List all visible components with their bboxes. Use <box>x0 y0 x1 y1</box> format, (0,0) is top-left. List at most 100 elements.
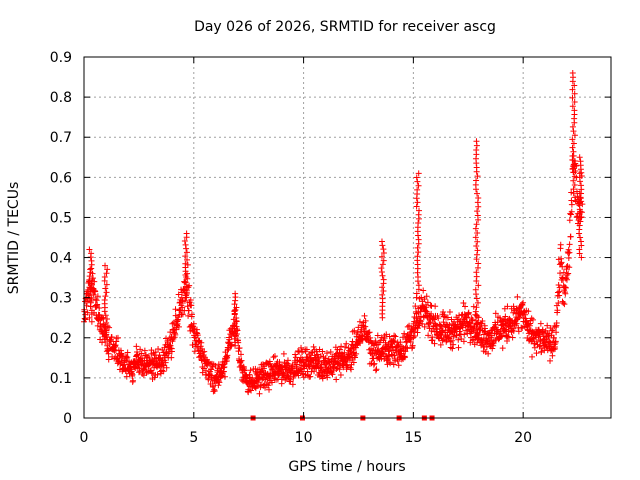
data-point <box>182 294 189 301</box>
data-point <box>141 347 148 354</box>
data-point <box>88 280 95 287</box>
data-point <box>221 373 228 380</box>
data-point <box>112 342 119 349</box>
data-point <box>437 322 444 329</box>
data-point <box>361 312 368 319</box>
data-point <box>472 225 479 232</box>
data-point <box>284 357 291 364</box>
data-point <box>233 304 240 311</box>
data-point <box>558 259 565 266</box>
data-point <box>490 338 497 345</box>
data-point <box>432 303 439 310</box>
data-point <box>519 324 526 331</box>
x-tick-label: 5 <box>189 430 198 446</box>
y-axis-label: SRMTID / TECUs <box>6 182 22 295</box>
data-point <box>344 363 351 370</box>
data-point <box>565 246 572 253</box>
data-point <box>579 201 586 208</box>
y-tick-label: 0.8 <box>50 90 72 106</box>
data-point <box>554 289 561 296</box>
data-point <box>479 317 486 324</box>
data-point <box>473 177 480 184</box>
data-point <box>547 357 554 364</box>
data-point <box>460 338 467 345</box>
tick-labels-layer: 0 0.1 0.2 0.3 0.4 0.5 0.6 0.7 0.8 0.9 0 5 10 15 20 <box>50 50 532 446</box>
data-point <box>578 254 585 261</box>
data-point <box>99 314 106 321</box>
data-point <box>571 132 578 139</box>
data-point <box>106 324 113 331</box>
data-point <box>199 369 206 376</box>
data-point <box>323 350 330 357</box>
data-point <box>137 346 144 353</box>
data-point <box>172 312 179 319</box>
data-point <box>183 283 190 290</box>
data-point <box>182 241 189 248</box>
data-point <box>154 371 161 378</box>
data-point <box>114 334 121 341</box>
data-point <box>515 328 522 335</box>
data-point <box>308 349 315 356</box>
data-point <box>341 349 348 356</box>
data-point <box>556 284 563 291</box>
data-point <box>568 201 575 208</box>
data-point <box>188 302 195 309</box>
data-point <box>474 238 481 245</box>
data-point <box>386 333 393 340</box>
data-point <box>88 265 95 272</box>
y-tick-label: 0.1 <box>50 371 72 387</box>
data-point <box>570 148 577 155</box>
data-point <box>416 317 423 324</box>
y-tick-label: 0.4 <box>50 251 72 267</box>
data-point <box>502 313 509 320</box>
data-point <box>550 334 557 341</box>
data-point <box>373 341 380 348</box>
data-point <box>370 361 377 368</box>
data-point <box>187 296 194 303</box>
data-point <box>537 320 544 327</box>
data-point <box>569 103 576 110</box>
data-point <box>423 293 430 300</box>
data-point <box>473 146 480 153</box>
data-point <box>473 326 480 333</box>
data-point <box>134 351 141 358</box>
data-point <box>561 301 568 308</box>
data-point <box>293 361 300 368</box>
data-point <box>168 354 175 361</box>
data-point <box>175 291 182 298</box>
data-point <box>167 329 174 336</box>
data-point <box>329 371 336 378</box>
data-point <box>119 362 126 369</box>
data-point <box>504 337 511 344</box>
data-point <box>450 341 457 348</box>
data-point <box>104 316 111 323</box>
data-point <box>460 300 467 307</box>
data-point <box>473 269 480 276</box>
data-point <box>81 315 88 322</box>
data-point <box>216 379 223 386</box>
data-point <box>557 270 564 277</box>
data-point <box>531 344 538 351</box>
data-point <box>398 350 405 357</box>
data-point <box>494 319 501 326</box>
data-point <box>413 174 420 181</box>
data-point <box>571 161 578 168</box>
data-point <box>232 290 239 297</box>
data-point <box>564 271 571 278</box>
data-point <box>103 270 110 277</box>
data-point <box>383 331 390 338</box>
data-point <box>374 332 381 339</box>
data-point <box>105 350 112 357</box>
data-point <box>576 170 583 177</box>
plot-frame <box>83 56 612 419</box>
data-point <box>352 354 359 361</box>
x-tick-label: 10 <box>295 430 313 446</box>
data-point <box>576 246 583 253</box>
data-point <box>181 279 188 286</box>
data-point <box>474 190 481 197</box>
data-point <box>559 274 566 281</box>
data-point <box>232 332 239 339</box>
data-point <box>490 342 497 349</box>
data-point <box>553 329 560 336</box>
